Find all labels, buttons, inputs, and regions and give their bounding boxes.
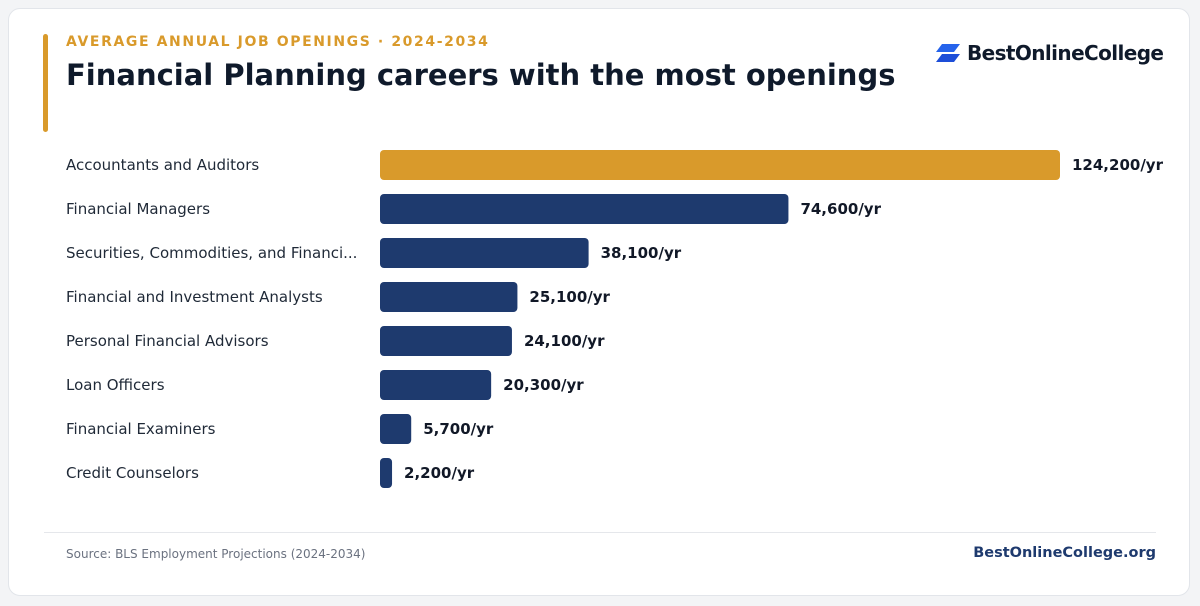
value-label: 20,300/yr [503,376,584,394]
category-label: Loan Officers [66,376,165,394]
source-note: Source: BLS Employment Projections (2024… [66,547,366,561]
value-label: 74,600/yr [800,200,881,218]
category-label: Accountants and Auditors [66,156,259,174]
bar [380,194,789,224]
category-label: Financial Examiners [66,420,216,438]
bar [380,238,589,268]
bar [380,458,393,488]
brand-logo[interactable]: BestOnlineCollege [936,40,1164,66]
chart-eyebrow: AVERAGE ANNUAL JOB OPENINGS · 2024-2034 [66,34,490,50]
bar [380,326,512,356]
bar [380,282,518,312]
footer-divider [44,532,1156,533]
chart-card [8,8,1190,596]
accent-bar [43,34,48,132]
site-link[interactable]: BestOnlineCollege.org [973,545,1156,561]
bar [380,414,412,444]
bar [380,370,492,400]
value-label: 2,200/yr [404,464,475,482]
category-label: Personal Financial Advisors [66,332,269,350]
bar [380,150,1060,180]
category-label: Credit Counselors [66,464,199,482]
value-label: 25,100/yr [529,288,610,306]
value-label: 124,200/yr [1072,156,1164,174]
category-label: Financial Managers [66,200,210,218]
chart-title: Financial Planning careers with the most… [66,58,896,92]
value-label: 24,100/yr [524,332,605,350]
value-label: 38,100/yr [601,244,682,262]
value-label: 5,700/yr [423,420,494,438]
stacked-parallelogram-logo-icon [936,44,960,62]
category-label: Securities, Commodities, and Financi... [66,244,357,262]
category-label: Financial and Investment Analysts [66,288,323,306]
brand-name: BestOnlineCollege [967,41,1164,65]
